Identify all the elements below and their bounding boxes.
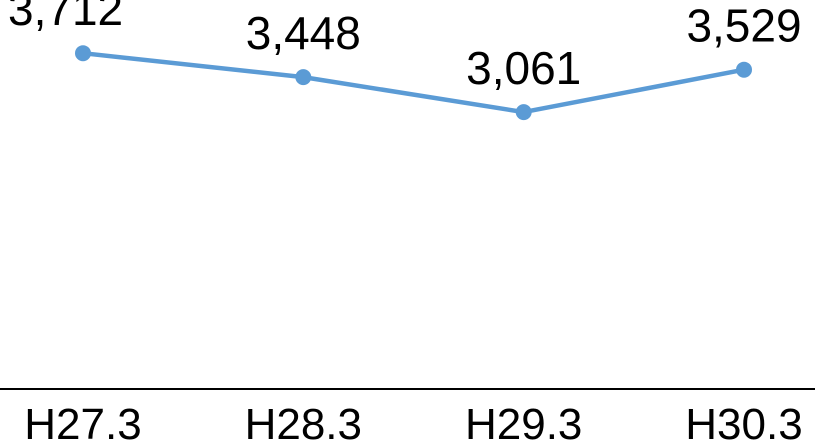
x-tick-label: H29.3 [465, 400, 582, 442]
data-point-marker [736, 61, 752, 78]
x-tick-label: H27.3 [24, 400, 141, 442]
data-label: 3,529 [686, 0, 801, 52]
data-point-marker [75, 45, 91, 62]
x-tick-label-group: H27.3 H28.3 H29.3 H30.3 [24, 400, 802, 442]
x-tick-label: H30.3 [685, 400, 802, 442]
x-tick-label: H28.3 [245, 400, 362, 442]
data-label: 3,061 [466, 42, 581, 94]
data-point-marker [515, 104, 532, 121]
data-label: 3,712 [8, 0, 123, 35]
data-label-group: 3,712 3,448 3,061 3,529 [8, 0, 802, 94]
series-group [75, 45, 752, 121]
data-point-marker [295, 69, 312, 86]
series-line [82, 50, 745, 115]
data-label: 3,448 [246, 7, 361, 59]
